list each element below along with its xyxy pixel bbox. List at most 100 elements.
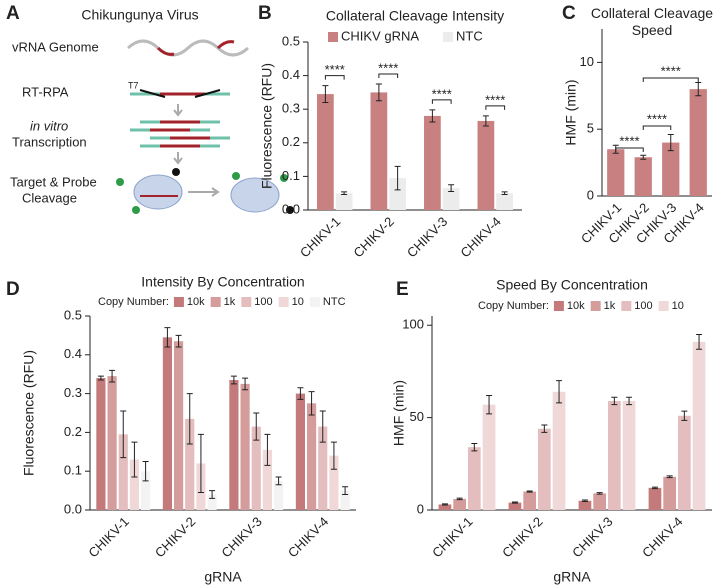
bar (496, 193, 513, 210)
bar (107, 376, 117, 510)
x-tick-label: CHIKV-3 (569, 514, 615, 560)
error-bar (486, 394, 493, 415)
bar (340, 490, 350, 510)
bar (442, 188, 460, 210)
bar (335, 193, 353, 210)
legend-swatch (241, 297, 252, 307)
error-bar (541, 424, 548, 433)
error-bar (308, 391, 315, 416)
y-tick-label: 0.2 (64, 424, 82, 439)
significance-bracket (615, 147, 644, 152)
legend-swatch (173, 297, 184, 307)
x-tick-label: CHIKV-2 (152, 514, 198, 560)
bar (662, 142, 680, 196)
bar (689, 89, 707, 196)
bar (118, 434, 128, 510)
diagram (116, 39, 294, 214)
error-bar (142, 461, 149, 482)
y-tick-label: 0.3 (282, 101, 300, 116)
bar (173, 341, 184, 510)
error-bar (482, 115, 489, 127)
error-bar (501, 191, 508, 196)
y-tick-label: 0.0 (282, 201, 300, 216)
y-tick-label: 100 (402, 317, 424, 332)
error-bar (322, 85, 329, 103)
error-bar (666, 475, 673, 479)
error-bar (448, 184, 455, 193)
legend-swatch (278, 297, 289, 307)
legend-label: 1k (224, 296, 236, 308)
bar (523, 491, 536, 510)
legend-label: CHIKV gRNA (341, 28, 419, 43)
y-tick-label: 0.2 (282, 134, 300, 149)
significance-bracket (642, 125, 672, 130)
x-tick-label: CHIKV-1 (85, 514, 131, 560)
error-bar (341, 191, 348, 196)
legend-label: 100 (254, 296, 272, 308)
significance-label: **** (619, 133, 639, 148)
x-axis-label: gRNA (204, 569, 242, 585)
legend-swatch (309, 297, 320, 307)
primer-label: T7 (128, 80, 139, 90)
error-bar (109, 369, 116, 383)
y-tick-label: 0.0 (64, 501, 82, 516)
bar (634, 157, 652, 196)
y-tick-label: 0 (417, 501, 424, 516)
y-tick-label: 0.1 (282, 168, 300, 183)
error-bar (611, 396, 618, 406)
y-tick-label: 5 (587, 121, 594, 136)
chart-title: Speed By Concentration (496, 277, 648, 293)
x-tick-label: CHIKV-1 (429, 514, 475, 560)
error-bar (640, 154, 647, 160)
y-tick-label: 50 (410, 409, 424, 424)
x-tick-label: CHIKV-3 (404, 214, 450, 260)
significance-bracket (324, 75, 345, 80)
y-axis-label: Fluorescence (RFU) (259, 63, 275, 189)
step-label: Target & Probe (10, 174, 97, 189)
significance-label: **** (647, 111, 667, 126)
panel-title: Chikungunya Virus (81, 7, 198, 23)
bar (295, 393, 305, 510)
legend-swatch (658, 301, 669, 311)
bar (608, 400, 621, 510)
bar (477, 120, 495, 210)
bar (648, 487, 662, 510)
y-tick-label: 10 (580, 54, 594, 69)
error-bar (456, 497, 463, 501)
bar (207, 494, 217, 510)
panel-letter: E (396, 279, 409, 300)
bar (578, 500, 592, 510)
bar (593, 493, 606, 510)
step-label: Transcription (12, 134, 87, 149)
x-tick-label: CHIKV-4 (639, 514, 685, 560)
y-axis-label: Fluorescence (RFU) (21, 350, 37, 476)
step-label: Cleavage (22, 190, 77, 205)
y-tick-label: 0 (587, 187, 594, 202)
x-tick-label: CHIKV-3 (218, 514, 264, 560)
y-tick-label: 0.4 (64, 346, 82, 361)
error-bar (429, 109, 436, 123)
panel-letter: C (562, 3, 576, 24)
bar (468, 447, 481, 510)
chart-title: Intensity By Concentration (141, 274, 304, 290)
x-tick-label: CHIKV-1 (297, 214, 343, 260)
error-bar (319, 410, 326, 443)
error-bar (471, 442, 478, 452)
bar (141, 471, 151, 510)
error-bar (375, 83, 382, 102)
error-bar (667, 134, 674, 152)
error-bar (511, 501, 518, 504)
bar (663, 476, 676, 510)
bar (424, 115, 441, 210)
significance-bracket (378, 73, 399, 78)
bar (318, 426, 328, 510)
y-axis-label: HMF (min) (563, 79, 579, 145)
x-tick-label: CHIKV-2 (499, 514, 545, 560)
legend-label: 10k (567, 300, 585, 312)
panel-letter: A (6, 3, 20, 24)
error-bar (394, 165, 401, 191)
legend-swatch (443, 32, 454, 42)
bar (129, 459, 140, 510)
error-bar (297, 387, 304, 400)
